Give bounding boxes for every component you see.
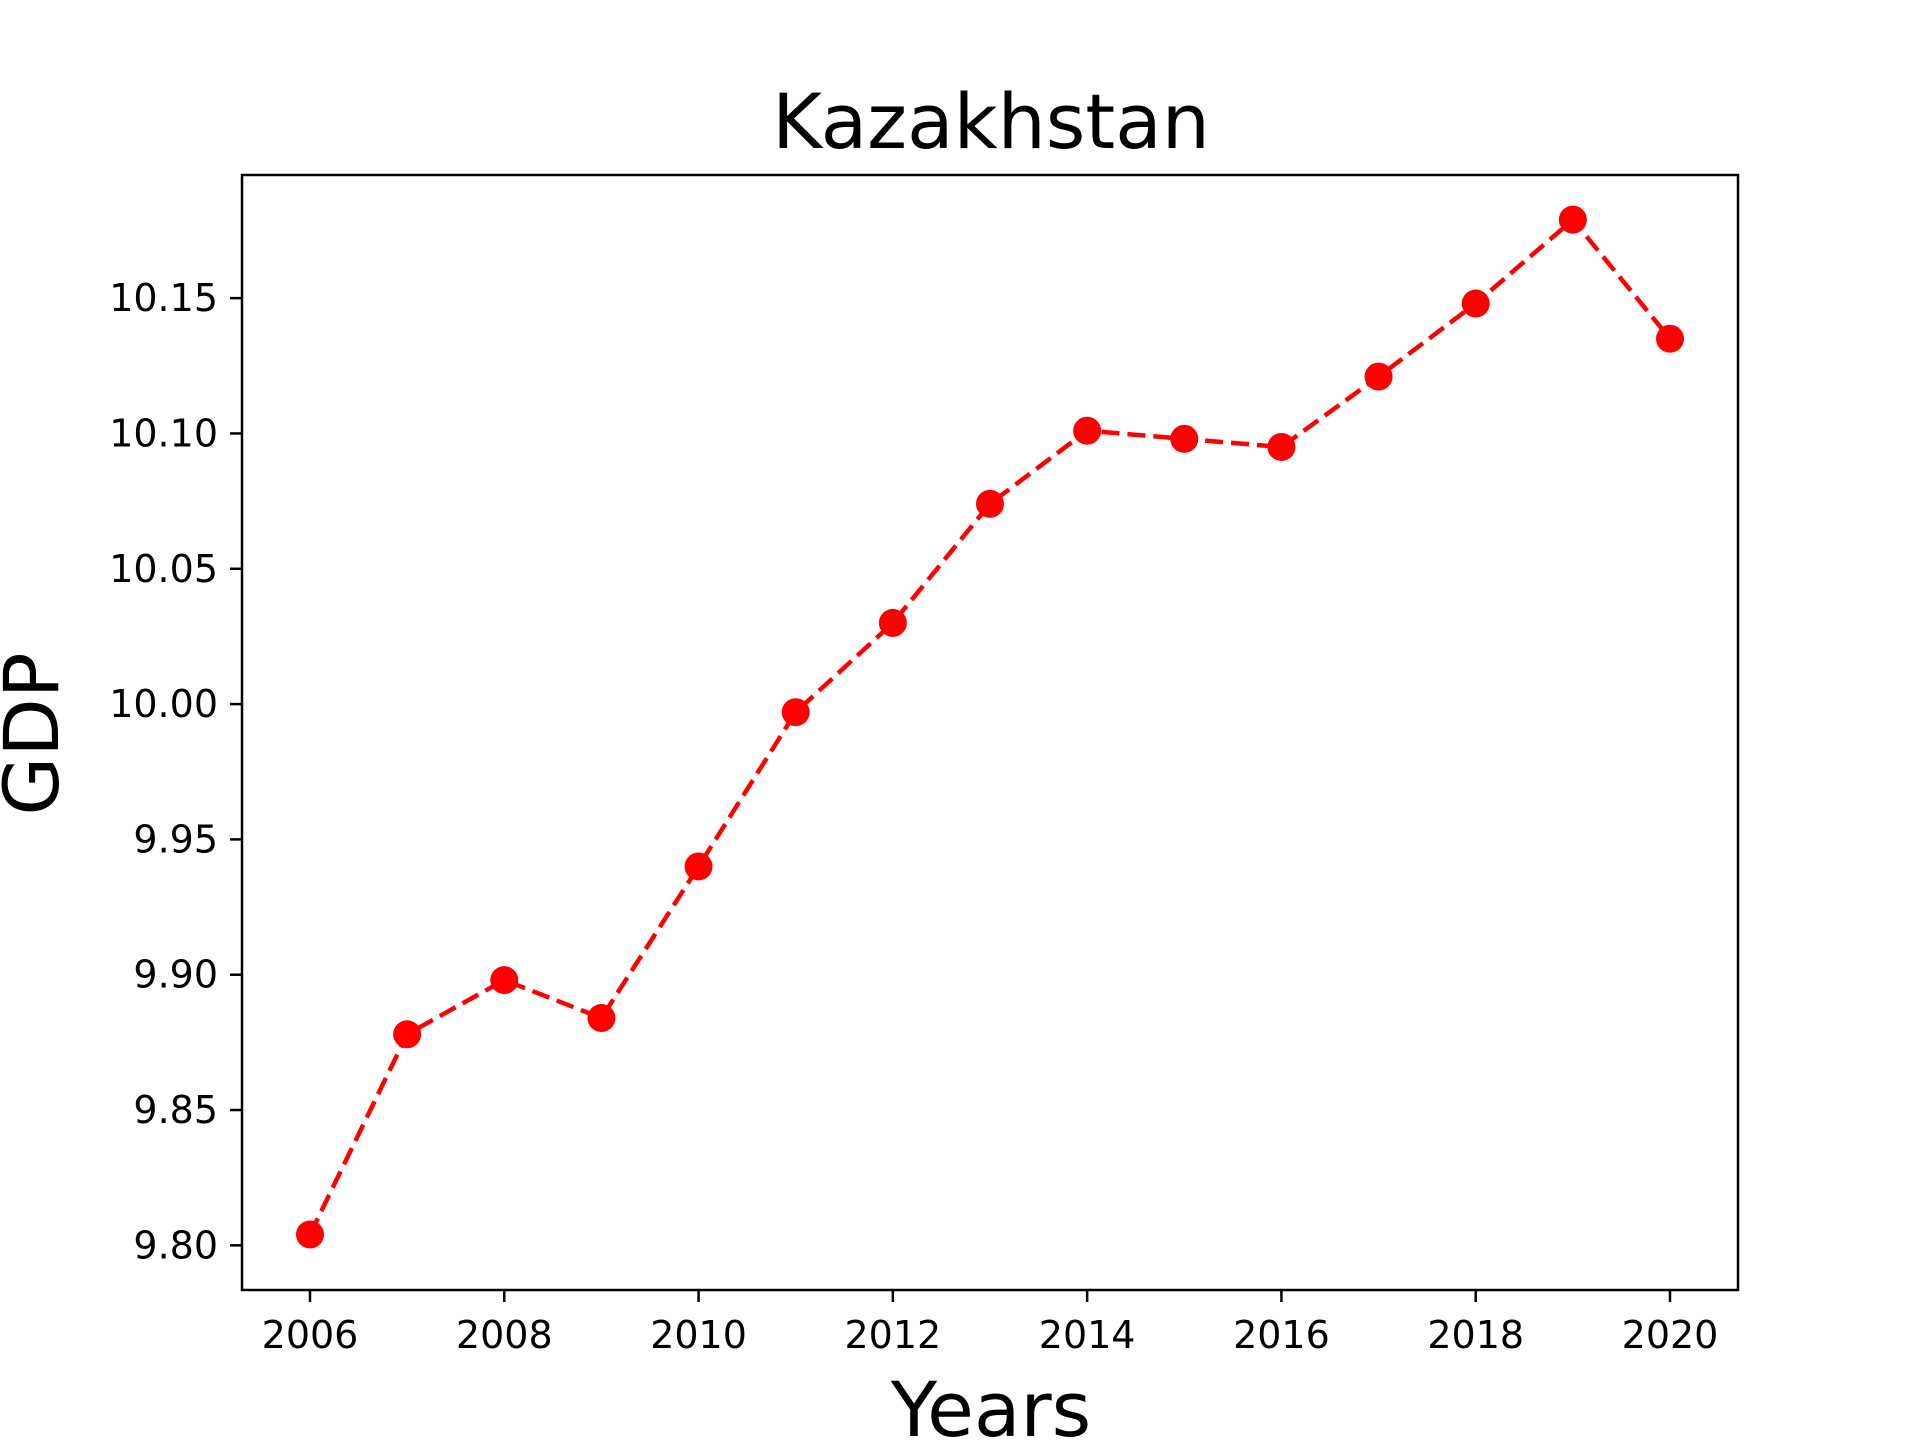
x-tick-label: 2006 xyxy=(262,1313,359,1357)
data-point xyxy=(878,608,907,637)
y-tick-label: 9.90 xyxy=(133,953,218,997)
data-point xyxy=(684,852,713,881)
x-tick-label: 2010 xyxy=(650,1313,747,1357)
plot-area: 2006 2008 2010 2012 2014 2016 2018 2020 9.80 9.85… xyxy=(109,173,1740,1357)
x-tick-label: 2018 xyxy=(1427,1313,1524,1357)
x-tick-label: 2020 xyxy=(1622,1313,1719,1357)
y-tick-label: 10.15 xyxy=(109,276,218,320)
data-point xyxy=(1267,432,1296,461)
x-tick-label: 2014 xyxy=(1039,1313,1136,1357)
data-point xyxy=(781,698,810,727)
data-point xyxy=(393,1020,422,1049)
x-axis-label: Years xyxy=(890,1365,1092,1440)
data-point xyxy=(1461,289,1490,318)
axes-frame xyxy=(240,173,1740,1292)
y-axis-label: GDP xyxy=(0,652,76,815)
y-tick-label: 10.10 xyxy=(109,411,218,455)
x-tick-label: 2016 xyxy=(1233,1313,1330,1357)
y-tick-label: 9.80 xyxy=(133,1223,218,1267)
chart-title: Kazakhstan xyxy=(772,77,1210,166)
data-point xyxy=(1364,362,1393,391)
data-point xyxy=(1073,416,1102,445)
data-point xyxy=(976,489,1004,518)
y-tick-label: 10.05 xyxy=(109,547,218,591)
data-point xyxy=(490,966,519,995)
data-point xyxy=(587,1004,616,1033)
x-tick-label: 2008 xyxy=(456,1313,553,1357)
data-point xyxy=(296,1220,324,1249)
data-point xyxy=(1656,324,1684,353)
x-tick-label: 2012 xyxy=(844,1313,941,1357)
y-tick-label: 9.95 xyxy=(133,817,218,861)
data-point xyxy=(1558,205,1587,234)
y-tick-label: 9.85 xyxy=(133,1088,218,1132)
data-point xyxy=(1170,424,1199,453)
series-line xyxy=(307,217,1672,1236)
y-tick-label: 10.00 xyxy=(109,682,218,726)
